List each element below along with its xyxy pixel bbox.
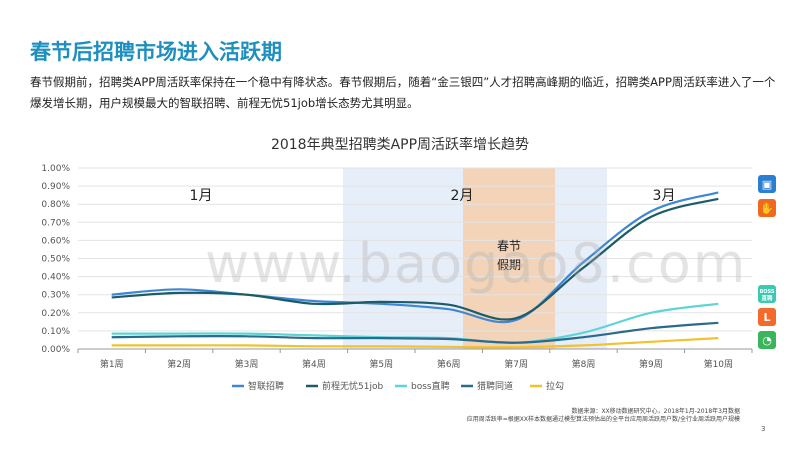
- x-axis: 第1周 第2周 第3周 第4周 第5周 第6周 第7周 第8周 第9周 第10周: [77, 349, 753, 370]
- y-tick-label: 0.70%: [41, 218, 70, 228]
- y-tick-label: 0.50%: [41, 255, 70, 265]
- legend-label-2: boss直聘: [411, 380, 450, 392]
- legend-label-1: 前程无忧51job: [322, 380, 383, 392]
- y-tick-label: 0.80%: [41, 200, 70, 210]
- y-tick-label: 0.30%: [41, 291, 70, 301]
- legend-label-0: 智联招聘: [248, 380, 284, 392]
- y-tick-label: 0.90%: [41, 182, 70, 192]
- footnote-source: 数据来源：XX移动数据研究中心，2018年1月-2018年3月数据: [571, 408, 740, 415]
- footnote-definition: 应用周活跃率=根据XX样本数据通过模型算法预估出的全平台应用周活跃用户数/全行业…: [466, 416, 740, 423]
- month-label: 1月: [190, 188, 213, 204]
- intro-paragraph: 春节假期前，招聘类APP周活跃率保持在一个稳中有降状态。春节假期后，随着“金三银…: [30, 75, 776, 110]
- y-axis: 0.00% 0.10% 0.20% 0.30% 0.40% 0.50% 0.60% 0.70%…: [41, 164, 70, 355]
- y-tick-label: 0.40%: [41, 273, 70, 283]
- legend-label-3: 猎聘同道: [477, 380, 513, 392]
- y-tick-label: 0.60%: [41, 236, 70, 246]
- chart-legend: 智联招聘 前程无忧51job boss直聘 猎聘同道 拉勾: [232, 380, 564, 392]
- x-tick-label: 第7周: [504, 358, 528, 370]
- boss-icon-text-2: 直聘: [761, 294, 773, 302]
- chart-title: 2018年典型招聘类APP周活跃率增长趋势: [270, 137, 530, 153]
- x-tick-label: 第2周: [167, 358, 191, 370]
- series-line-0: [111, 191, 719, 324]
- footnote: 数据来源：XX移动数据研究中心，2018年1月-2018年3月数据 应用周活跃率…: [467, 408, 740, 424]
- series-line-1: [111, 197, 719, 321]
- lagou-app-icon-glyph: ◔: [762, 334, 772, 347]
- festival-label-line: 春节: [497, 239, 521, 253]
- page-number: 3: [761, 425, 766, 433]
- x-tick-label: 第10周: [704, 358, 733, 370]
- lagou-app-icon: ◔: [758, 331, 776, 349]
- series-line-4: [111, 337, 719, 349]
- month-labels: 1月 2月 3月: [190, 188, 676, 204]
- month-label: 3月: [653, 188, 676, 204]
- x-tick-label: 第4周: [302, 358, 326, 370]
- x-tick-label: 第3周: [235, 358, 259, 370]
- x-tick-label: 第1周: [100, 358, 124, 370]
- x-tick-label: 第9周: [639, 358, 663, 370]
- zhilian-app-icon-bg: [758, 175, 776, 193]
- zhilian-app-icon: ▣: [758, 175, 776, 193]
- series-line-3: [111, 321, 719, 344]
- page-title: 春节后招聘市场进入活跃期: [30, 40, 282, 64]
- x-tick-label: 第6周: [437, 358, 461, 370]
- festival-label-line: 假期: [497, 258, 521, 272]
- festival-label: 春节假期: [497, 239, 521, 272]
- liepin-app-icon-glyph: L: [763, 311, 770, 324]
- zhilian-app-icon-glyph: ▣: [762, 178, 772, 191]
- y-tick-label: 0.00%: [41, 345, 70, 355]
- month-label: 2月: [451, 188, 474, 204]
- y-tick-label: 1.00%: [41, 164, 70, 174]
- 51job-app-icon: ✋: [758, 199, 776, 217]
- x-tick-label: 第8周: [572, 358, 596, 370]
- y-tick-label: 0.10%: [41, 327, 70, 337]
- x-tick-label: 第5周: [369, 358, 393, 370]
- series-lines: [111, 191, 719, 349]
- legend-label-4: 拉勾: [546, 380, 564, 392]
- liepin-app-icon-bg: [758, 308, 776, 326]
- 51job-app-icon-bg: [758, 199, 776, 217]
- lagou-app-icon-bg: [758, 331, 776, 349]
- boss-app-icon-bg: [758, 285, 776, 303]
- y-tick-label: 0.20%: [41, 309, 70, 319]
- boss-icon-text-1: BOSS: [759, 289, 774, 295]
- liepin-app-icon: L: [758, 308, 776, 326]
- 51job-app-icon-glyph: ✋: [760, 202, 774, 215]
